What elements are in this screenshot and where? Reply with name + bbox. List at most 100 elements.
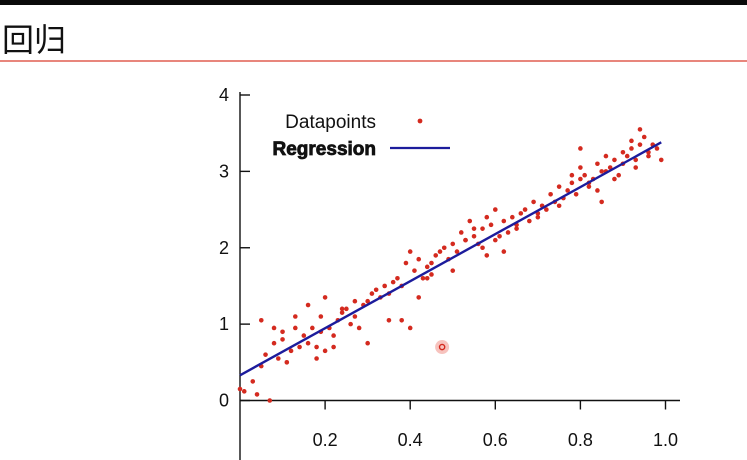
datapoint	[480, 226, 485, 231]
datapoint	[633, 157, 639, 163]
datapoint	[263, 352, 268, 357]
highlighted-point	[438, 343, 446, 351]
datapoint	[595, 188, 600, 193]
datapoint	[339, 306, 345, 312]
datapoint	[599, 169, 604, 174]
datapoint	[314, 344, 319, 350]
datapoint	[403, 260, 409, 266]
datapoint	[322, 295, 328, 300]
datapoint	[637, 127, 643, 132]
datapoint	[437, 249, 443, 254]
datapoint	[480, 245, 485, 251]
x-tick-label: 1.0	[653, 430, 678, 450]
datapoint	[629, 146, 634, 151]
datapoint	[658, 157, 664, 163]
datapoint	[522, 207, 528, 212]
y-tick-label: 2	[219, 238, 229, 258]
datapoint	[369, 291, 375, 296]
datapoint	[578, 165, 583, 170]
datapoint	[407, 249, 413, 254]
datapoint	[382, 283, 387, 289]
datapoint	[450, 241, 456, 247]
datapoint	[484, 214, 490, 220]
datapoint	[301, 333, 307, 338]
datapoint	[578, 146, 583, 151]
datapoint	[586, 184, 592, 189]
datapoint	[624, 153, 630, 159]
datapoint	[535, 214, 541, 220]
datapoint	[416, 295, 422, 300]
datapoint	[569, 172, 575, 178]
legend-label-datapoints: Datapoints	[285, 112, 376, 133]
datapoint	[544, 207, 549, 212]
datapoint	[458, 230, 464, 235]
datapoint	[429, 260, 434, 266]
datapoint	[497, 233, 502, 239]
datapoint	[641, 134, 647, 140]
datapoint	[573, 191, 579, 197]
datapoint	[258, 318, 264, 323]
datapoint	[510, 214, 515, 220]
datapoint	[463, 237, 468, 243]
datapoint	[527, 218, 532, 224]
datapoint	[267, 398, 273, 403]
datapoint	[412, 268, 417, 273]
datapoint	[318, 314, 324, 319]
datapoint	[603, 153, 609, 159]
x-tick-label: 0.8	[568, 430, 593, 450]
datapoint	[629, 138, 634, 144]
datapoint	[637, 142, 643, 147]
datapoint	[390, 279, 396, 285]
datapoint	[280, 337, 285, 342]
y-tick-label: 1	[219, 314, 229, 334]
datapoint	[305, 302, 311, 308]
datapoint	[582, 172, 587, 178]
legend: Datapoints Regression	[272, 112, 450, 160]
datapoint	[395, 276, 400, 281]
title-rule	[0, 60, 747, 62]
datapoint	[578, 176, 583, 182]
datapoint	[471, 226, 477, 231]
datapoints-layer	[237, 127, 664, 403]
datapoint	[441, 245, 447, 251]
datapoint	[288, 348, 294, 354]
datapoint	[271, 325, 277, 331]
datapoint	[284, 360, 290, 365]
datapoint	[633, 165, 639, 170]
datapoint	[280, 329, 285, 335]
datapoint	[365, 298, 370, 304]
datapoint	[514, 226, 519, 231]
datapoint	[237, 386, 243, 392]
datapoint	[293, 314, 298, 319]
y-tick-label: 3	[219, 161, 229, 181]
datapoint	[556, 203, 562, 209]
datapoint	[424, 264, 430, 270]
highlighted-point-halo	[435, 340, 450, 355]
datapoint	[271, 340, 277, 346]
top-bar	[0, 0, 747, 5]
datapoint	[424, 276, 430, 281]
datapoint	[565, 188, 570, 193]
axes: 0 1 2 3 4 0.2 0.4 0.6 0.8 1.0	[219, 85, 680, 460]
datapoint	[250, 379, 256, 384]
datapoint	[493, 237, 498, 243]
x-tick-label: 0.2	[313, 430, 338, 450]
x-tick-label: 0.6	[483, 430, 508, 450]
datapoint	[548, 191, 553, 197]
datapoint	[484, 253, 490, 258]
datapoint	[646, 153, 651, 159]
slide-title: 回归	[2, 21, 67, 59]
datapoint	[429, 272, 434, 277]
datapoint	[599, 199, 604, 205]
datapoint	[314, 356, 319, 361]
legend-label-regression: Regression	[273, 139, 376, 160]
datapoint	[595, 161, 600, 167]
datapoint	[254, 392, 260, 397]
datapoint	[420, 276, 426, 281]
datapoint	[471, 233, 477, 239]
datapoint	[322, 348, 328, 354]
datapoint	[275, 356, 281, 361]
legend-marker-datapoints	[417, 118, 423, 124]
datapoint	[344, 306, 349, 312]
